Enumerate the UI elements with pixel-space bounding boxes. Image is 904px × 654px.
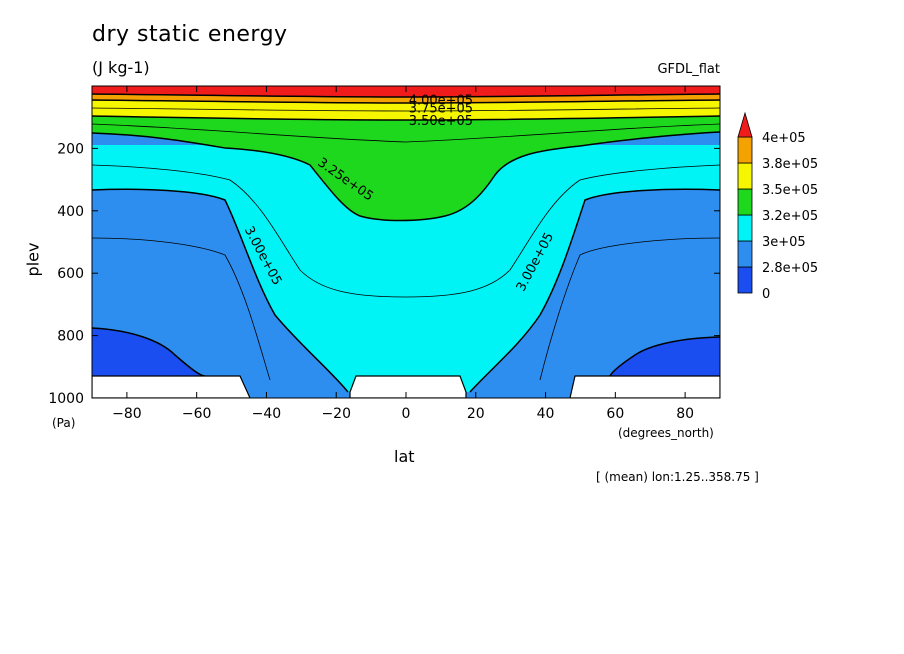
contour-3e5-south	[92, 188, 349, 393]
band-3e5	[92, 145, 720, 392]
contour-2.9e5-north	[539, 237, 720, 381]
band-0-north	[610, 337, 720, 376]
contour-label: 4.00e+05	[409, 94, 473, 109]
x-axis-label: lat	[394, 447, 415, 466]
y-tick-label: 1000	[48, 391, 84, 407]
topo-south	[92, 375, 251, 398]
contour-3.1e5	[92, 164, 720, 298]
y-tick-label: 600	[57, 266, 84, 282]
colorbar-label: 3.2e+05	[762, 209, 818, 224]
chart-units: (J kg-1)	[92, 58, 150, 77]
topography-mask	[92, 375, 720, 398]
x-tick-label: −80	[112, 406, 142, 422]
y-tick-label: 400	[57, 204, 84, 220]
contour-3.75e5	[92, 99, 720, 104]
topo-center	[349, 375, 467, 398]
contour-4e5	[92, 93, 720, 98]
x-tick-label: −60	[182, 406, 212, 422]
contour-3e5-north	[469, 188, 720, 393]
y-tick-label: 200	[57, 141, 84, 157]
contour-2.8e5-south	[92, 327, 206, 377]
colorbar-label: 4e+05	[762, 131, 806, 146]
contour-3.4e5	[92, 123, 720, 143]
colorbar-label: 3e+05	[762, 235, 806, 250]
colorbar-label: 0	[762, 287, 770, 302]
contour-3.25e5	[92, 131, 720, 222]
colorbar-swatch	[737, 266, 753, 294]
contour-label: 3.75e+05	[409, 102, 473, 117]
colorbar-label: 2.8e+05	[762, 261, 818, 276]
contour-3.5e5	[92, 115, 720, 121]
colorbar-swatch	[737, 162, 753, 190]
axes: −80 −60 −40 −20 0 20 40 60 80 200 400 600 800 1000	[48, 86, 720, 422]
averaging-note: [ (mean) lon:1.25..358.75 ]	[596, 470, 759, 484]
x-tick-label: 0	[402, 406, 411, 422]
x-tick-label: 40	[537, 406, 555, 422]
band-0-south	[92, 328, 205, 376]
contour-3.6e5	[92, 107, 720, 112]
x-tick-label: 20	[467, 406, 485, 422]
colorbar-swatch	[737, 136, 753, 164]
y-tick-label: 800	[57, 329, 84, 345]
x-tick-label: −20	[321, 406, 351, 422]
y-axis-unit: (Pa)	[52, 416, 76, 430]
contour-2.8e5-north	[609, 336, 720, 377]
colorbar-swatch	[737, 240, 753, 268]
chart-title: dry static energy	[92, 22, 288, 47]
model-name: GFDL_flat	[657, 62, 720, 77]
band-3.2e5	[92, 86, 720, 221]
topo-north	[569, 375, 720, 398]
colorbar-label: 3.5e+05	[762, 183, 818, 198]
colorbar-swatch	[737, 188, 753, 216]
x-tick-label: 60	[606, 406, 624, 422]
colorbar-legend: 0 2.8e+05 3e+05 3.2e+05 3.5e+05 3.8e+05 4e+05	[737, 111, 818, 302]
contour-2.9e5-south	[92, 237, 271, 381]
x-tick-label: −40	[252, 406, 282, 422]
contour-label: 3.50e+05	[409, 114, 473, 129]
colorbar-swatch	[737, 214, 753, 242]
contour-fills	[92, 86, 720, 398]
x-axis-unit: (degrees_north)	[618, 426, 714, 440]
x-tick-label: 80	[676, 406, 694, 422]
colorbar-arrow	[737, 111, 753, 138]
colorbar-label: 3.8e+05	[762, 157, 818, 172]
